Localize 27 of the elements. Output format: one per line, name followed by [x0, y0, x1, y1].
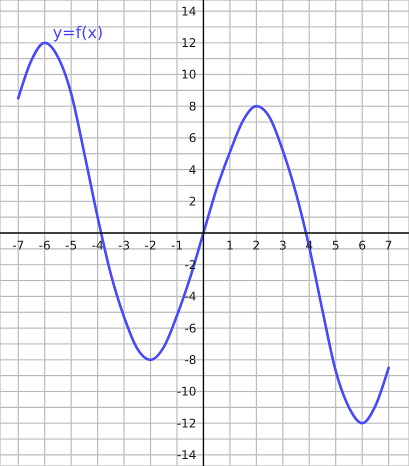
y-tick-label: -14 [176, 448, 196, 462]
y-tick-label: 10 [181, 68, 196, 82]
x-tick-label: 7 [384, 238, 392, 252]
x-tick-label: -1 [171, 238, 183, 252]
x-tick-label: -6 [38, 238, 51, 252]
y-tick-label: 2 [188, 194, 196, 208]
y-tick-label: -10 [176, 384, 196, 399]
x-tick-label: -2 [144, 238, 157, 252]
y-tick-label: -4 [184, 290, 196, 304]
y-tick-label: 14 [181, 4, 196, 18]
y-tick-label: 4 [188, 162, 196, 177]
x-tick-label: -4 [92, 238, 104, 252]
y-tick-label: -6 [184, 321, 196, 336]
x-tick-label: 1 [226, 238, 234, 252]
x-tick-label: 6 [358, 238, 366, 252]
y-tick-label: -12 [176, 416, 196, 430]
x-tick-label: -5 [65, 238, 78, 252]
y-tick-label: 8 [188, 99, 196, 114]
x-tick-label: 5 [332, 238, 340, 252]
y-tick-label: 6 [188, 131, 196, 146]
x-tick-label: 3 [278, 238, 287, 252]
y-tick-label: 12 [181, 36, 196, 50]
y-tick-label: -8 [184, 353, 196, 368]
x-tick-label: -3 [118, 238, 130, 252]
x-tick-label: -7 [12, 238, 24, 252]
x-tick-label: 2 [252, 238, 260, 252]
series-label: y=f(x) [52, 22, 104, 42]
